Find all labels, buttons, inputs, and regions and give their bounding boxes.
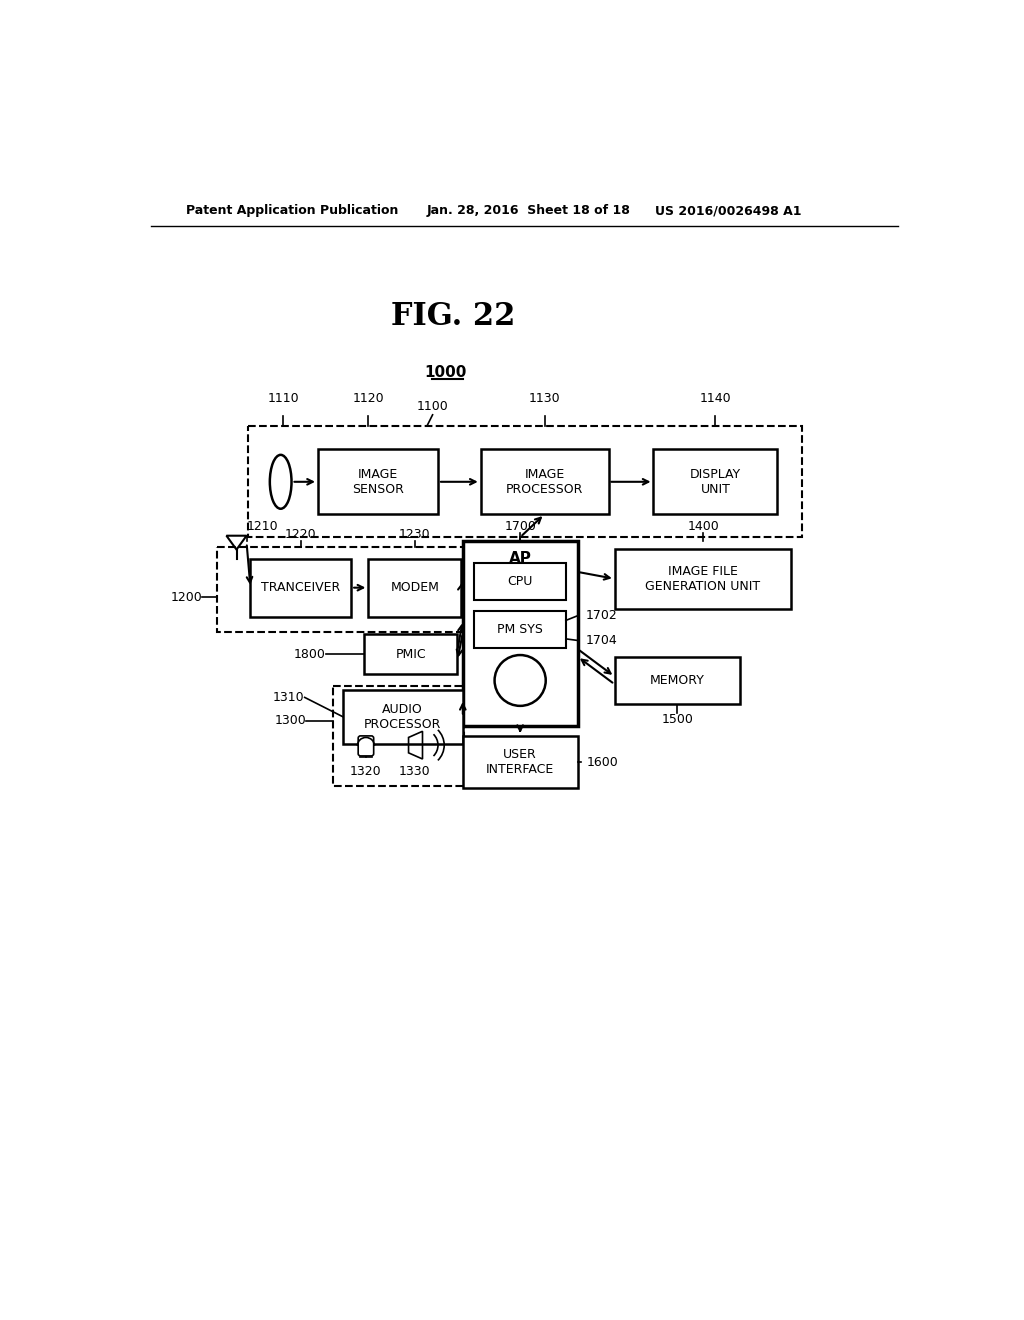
Text: 1100: 1100 [417,400,449,412]
Text: 1130: 1130 [528,392,560,405]
FancyBboxPatch shape [358,737,374,756]
Bar [463,541,578,726]
Text: CPU: CPU [508,574,532,587]
Text: Jan. 28, 2016  Sheet 18 of 18: Jan. 28, 2016 Sheet 18 of 18 [426,205,630,218]
Bar [334,686,464,785]
Text: PM SYS: PM SYS [498,623,543,636]
Circle shape [495,655,546,706]
Bar [474,611,566,648]
Text: 1400: 1400 [687,520,719,533]
Text: IMAGE
PROCESSOR: IMAGE PROCESSOR [506,467,584,496]
Bar [614,657,740,704]
Text: 1704: 1704 [586,634,617,647]
Bar [365,635,458,675]
Text: PMIC: PMIC [395,648,426,661]
Text: FIG. 22: FIG. 22 [391,301,516,331]
Bar [480,449,608,513]
Text: 1310: 1310 [273,690,305,704]
Bar [614,549,792,609]
Bar [653,449,777,513]
Bar [248,425,802,537]
Bar [369,558,461,616]
Text: Patent Application Publication: Patent Application Publication [186,205,398,218]
Text: 1300: 1300 [274,714,306,727]
Text: DISPLAY
UNIT: DISPLAY UNIT [690,467,741,496]
Text: 1230: 1230 [399,528,430,541]
Text: 1220: 1220 [285,528,316,541]
Text: USER
INTERFACE: USER INTERFACE [486,748,554,776]
Bar [317,449,438,513]
Text: 1140: 1140 [699,392,731,405]
Text: US 2016/0026498 A1: US 2016/0026498 A1 [655,205,802,218]
Bar [217,548,469,632]
Text: 1702: 1702 [586,610,617,622]
Text: AP: AP [509,550,531,565]
Text: IMAGE FILE
GENERATION UNIT: IMAGE FILE GENERATION UNIT [645,565,761,593]
Text: 1330: 1330 [399,766,430,779]
Text: 1120: 1120 [352,392,384,405]
Text: MEMORY: MEMORY [650,675,705,686]
Text: 1110: 1110 [267,392,299,405]
Bar [463,737,578,788]
Text: 1000: 1000 [425,364,467,380]
Text: AUDIO
PROCESSOR: AUDIO PROCESSOR [365,702,441,731]
Bar [343,689,463,743]
Text: 1320: 1320 [350,766,382,779]
Ellipse shape [270,455,292,508]
Text: 1700: 1700 [504,520,537,533]
Text: 1600: 1600 [587,755,618,768]
Bar [251,558,351,616]
Text: 1500: 1500 [662,713,693,726]
Text: 1800: 1800 [294,648,326,661]
Text: 1200: 1200 [170,591,202,603]
Text: 1210: 1210 [247,520,279,533]
Text: nC: nC [511,673,529,688]
Bar [474,562,566,599]
Text: TRANCEIVER: TRANCEIVER [261,581,340,594]
Text: MODEM: MODEM [390,581,439,594]
Text: IMAGE
SENSOR: IMAGE SENSOR [352,467,403,496]
